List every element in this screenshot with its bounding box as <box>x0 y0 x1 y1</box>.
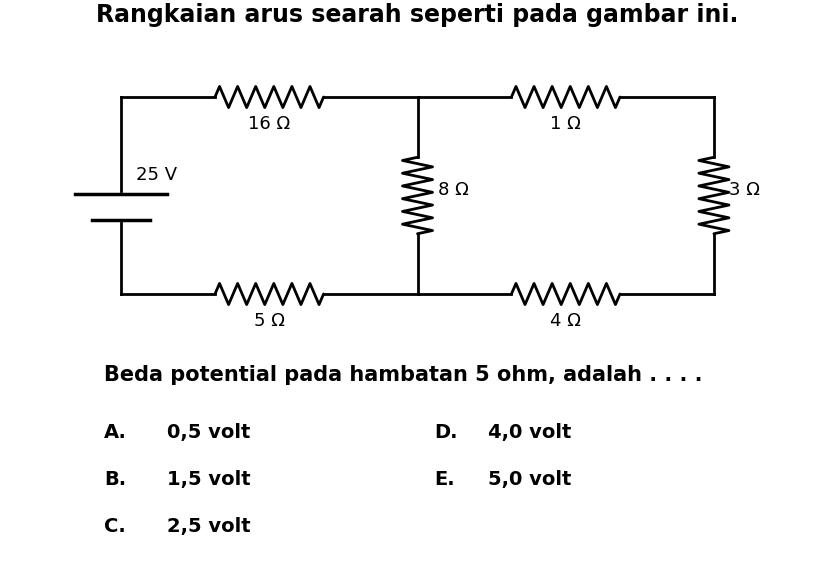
Text: A.: A. <box>104 423 127 442</box>
Text: 1 Ω: 1 Ω <box>550 115 581 133</box>
Text: 25 V: 25 V <box>136 166 177 184</box>
Text: 16 Ω: 16 Ω <box>248 115 291 133</box>
Text: 2,5 volt: 2,5 volt <box>167 517 250 536</box>
Text: E.: E. <box>434 470 455 489</box>
Text: B.: B. <box>104 470 126 489</box>
Text: 5 Ω: 5 Ω <box>254 312 285 330</box>
Text: Rangkaian arus searah seperti pada gambar ini.: Rangkaian arus searah seperti pada gamba… <box>96 3 739 27</box>
Text: 3 Ω: 3 Ω <box>729 181 760 199</box>
Text: 5,0 volt: 5,0 volt <box>488 470 572 489</box>
Text: D.: D. <box>434 423 458 442</box>
Text: 4,0 volt: 4,0 volt <box>488 423 572 442</box>
Text: Beda potential pada hambatan 5 ohm, adalah . . . .: Beda potential pada hambatan 5 ohm, adal… <box>104 365 703 385</box>
Text: 1,5 volt: 1,5 volt <box>167 470 250 489</box>
Text: 4 Ω: 4 Ω <box>550 312 581 330</box>
Text: 8 Ω: 8 Ω <box>438 181 469 199</box>
Text: 0,5 volt: 0,5 volt <box>167 423 250 442</box>
Text: C.: C. <box>104 517 126 536</box>
